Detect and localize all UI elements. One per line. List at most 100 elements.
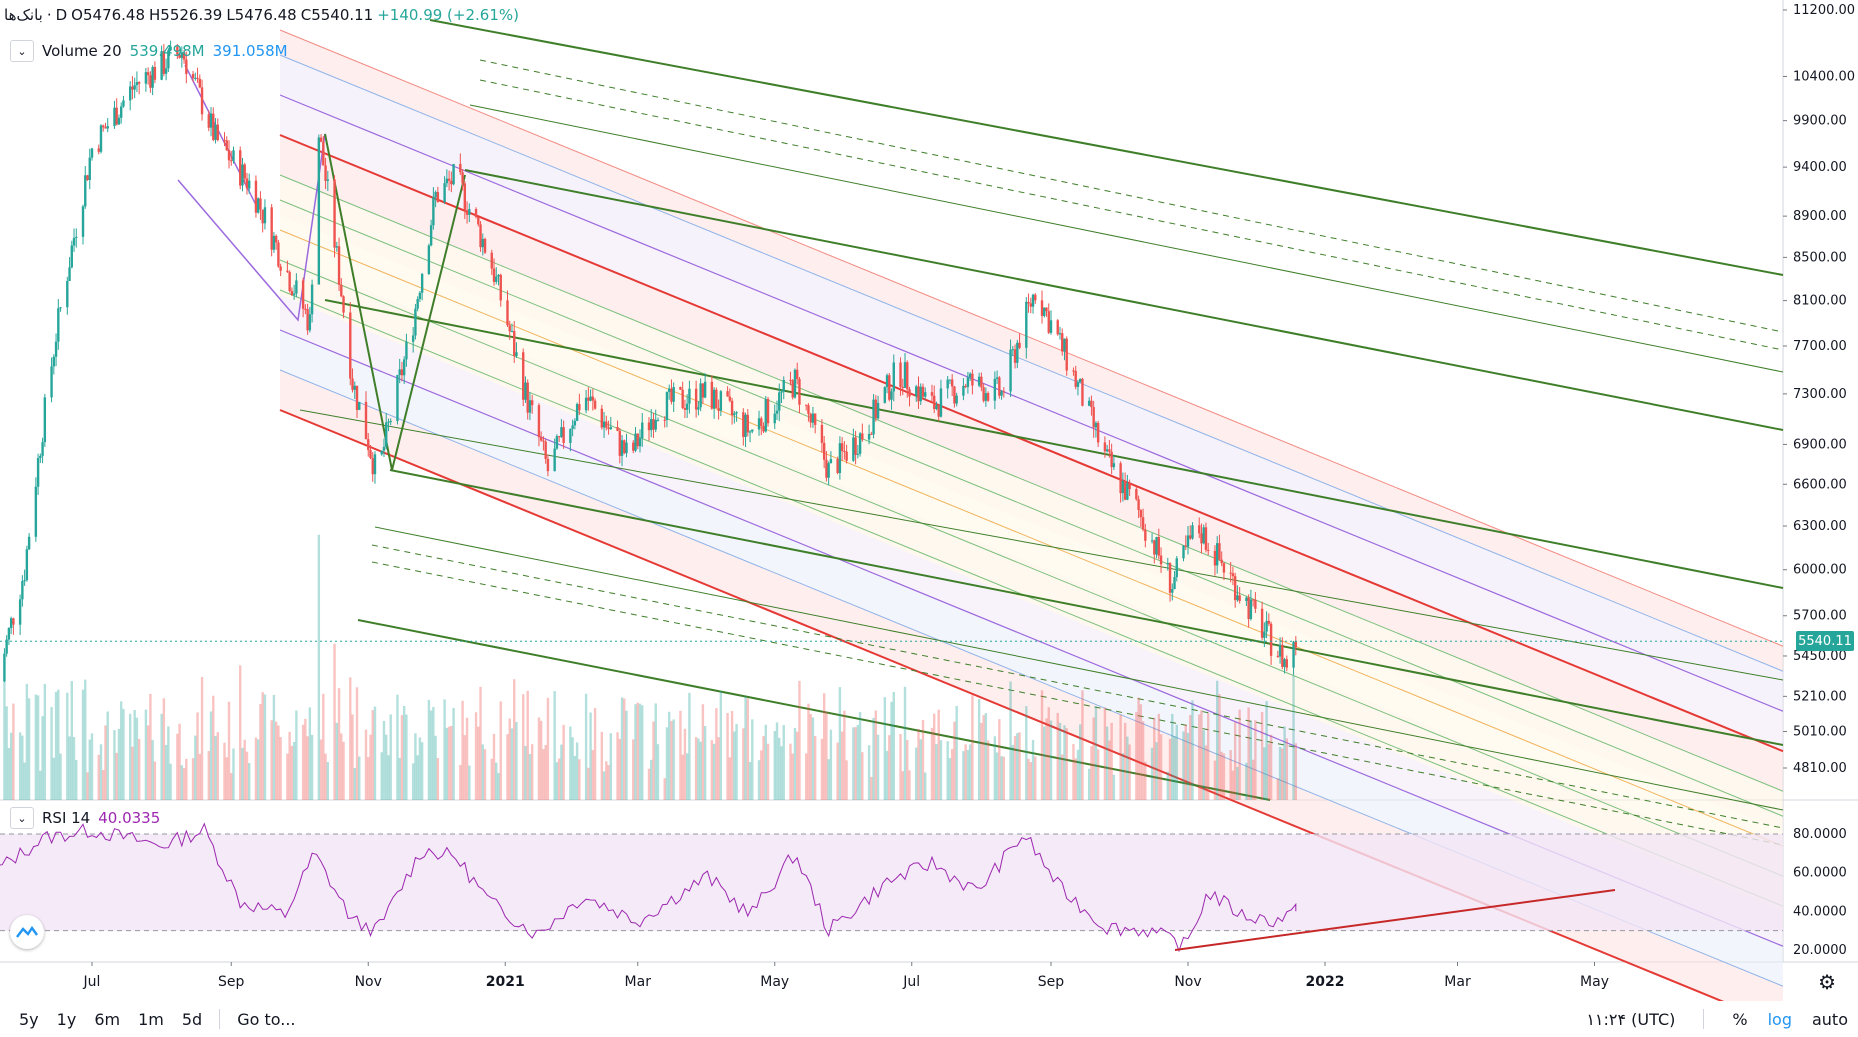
candle-body: [569, 428, 572, 443]
candle-body: [364, 401, 368, 440]
volume-bar: [70, 681, 73, 800]
volume-bar: [650, 759, 653, 800]
volume-bar: [1000, 756, 1003, 800]
volume-bar: [387, 755, 390, 800]
volume-bar: [791, 753, 794, 800]
volume-bar: [917, 728, 920, 800]
candle-body: [764, 399, 767, 432]
goto-button[interactable]: Go to...: [237, 1009, 296, 1029]
chevron-down-icon[interactable]: ⌄: [10, 807, 34, 829]
candle-body: [746, 414, 750, 433]
volume-label: Volume 20: [42, 42, 122, 60]
volume-bar: [993, 736, 997, 800]
volume-bar: [906, 739, 909, 800]
time-tick-label: Mar: [625, 974, 652, 990]
time-tick-label: Jul: [83, 974, 101, 990]
volume-bar: [647, 768, 651, 800]
candle-body: [1027, 301, 1030, 304]
candle-body: [389, 421, 392, 423]
volume-bar: [1011, 744, 1015, 800]
candle-body: [1157, 537, 1161, 556]
timeframe-1y[interactable]: 1y: [56, 1009, 77, 1029]
chart-canvas[interactable]: 11200.00 10400.00 9900.00 9400.00 8900.00 850…: [0, 0, 1858, 1001]
candle-body: [119, 106, 123, 118]
candle-body: [104, 127, 107, 129]
candle-body: [762, 425, 765, 432]
volume-bar: [180, 765, 184, 800]
candle-body: [84, 175, 87, 207]
volume-bar: [589, 712, 592, 800]
timeframe-5y[interactable]: 5y: [19, 1009, 39, 1029]
volume-bar: [1108, 740, 1111, 800]
candle-body: [813, 413, 817, 425]
symbol-name[interactable]: بانک‌ها: [4, 6, 43, 24]
candle-body: [270, 207, 273, 250]
volume-bar: [522, 694, 525, 800]
candle-body: [948, 379, 952, 381]
fork-band: [280, 295, 1783, 947]
candle-body: [66, 280, 69, 308]
tradingview-logo-icon[interactable]: [10, 915, 44, 949]
candle-body: [733, 413, 736, 416]
candle-body: [1229, 572, 1232, 574]
candle-body: [962, 385, 965, 396]
percent-toggle[interactable]: %: [1732, 1009, 1748, 1029]
timeframe-1m[interactable]: 1m: [138, 1009, 164, 1029]
timeframe-6m[interactable]: 6m: [94, 1009, 121, 1029]
volume-bar: [1189, 715, 1192, 800]
candle-body: [295, 280, 298, 294]
candle-body: [915, 386, 918, 397]
candle-body: [526, 382, 529, 413]
candle-body: [607, 427, 610, 430]
clock[interactable]: ۱۱:۲۴ (UTC): [1586, 1009, 1676, 1029]
volume-bar: [18, 732, 22, 800]
candle-body: [402, 359, 406, 376]
volume-bar: [499, 701, 502, 800]
candle-body: [81, 206, 85, 237]
volume-bar: [903, 686, 907, 800]
timeframe-5d[interactable]: 5d: [181, 1009, 203, 1029]
volume-bar: [36, 695, 40, 800]
candle-body: [387, 421, 390, 423]
price-tick-label: 5210.00: [1793, 689, 1847, 704]
volume-bar: [953, 721, 956, 800]
candle-body: [1061, 333, 1064, 352]
time-tick-label: 2021: [486, 974, 525, 990]
volume-bar: [995, 752, 999, 800]
candle-body: [176, 46, 179, 55]
candle-body: [131, 86, 134, 90]
gear-icon[interactable]: ⚙: [1818, 970, 1836, 994]
candle-body: [638, 438, 642, 447]
volume-bar: [968, 744, 972, 800]
candle-body: [616, 427, 619, 431]
candle-body: [1251, 599, 1255, 601]
volume-bar: [796, 731, 799, 800]
volume-bar: [402, 705, 406, 800]
candle-body: [57, 308, 60, 342]
candle-body: [892, 362, 895, 392]
interval[interactable]: D: [55, 6, 68, 24]
candle-body: [1025, 301, 1028, 348]
auto-toggle[interactable]: auto: [1811, 1009, 1848, 1029]
candle-body: [162, 51, 166, 74]
candle-body: [980, 376, 983, 388]
candle-body: [775, 410, 779, 414]
volume-bar: [1141, 721, 1145, 800]
volume-bar: [843, 710, 846, 800]
volume-bar: [1166, 771, 1169, 800]
volume-bar: [12, 703, 15, 800]
candle-body: [1276, 655, 1280, 657]
candle-body: [730, 400, 734, 416]
candle-body: [697, 407, 700, 410]
volume-bar: [679, 710, 682, 800]
candle-body: [194, 77, 197, 79]
log-toggle[interactable]: log: [1767, 1009, 1792, 1029]
chevron-down-icon[interactable]: ⌄: [10, 40, 34, 62]
candle-body: [385, 422, 388, 447]
candle-body: [382, 446, 386, 451]
volume-bar: [1058, 722, 1062, 800]
candle-body: [804, 404, 808, 406]
candle-body: [207, 114, 210, 128]
candle-body: [1155, 537, 1158, 555]
volume-bar: [1267, 743, 1271, 800]
